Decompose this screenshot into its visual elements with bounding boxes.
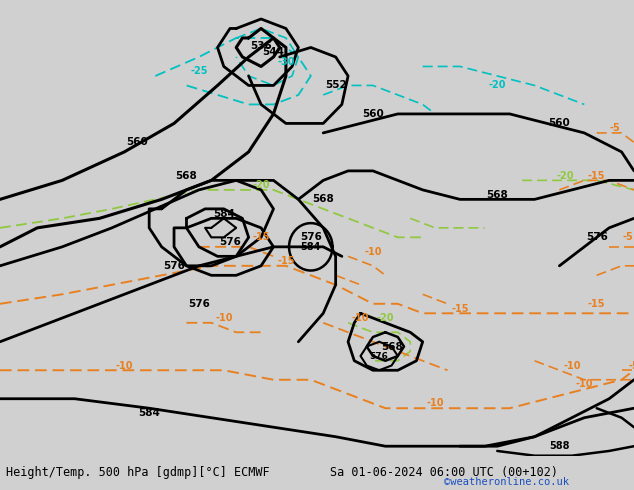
Text: -20: -20 bbox=[252, 180, 270, 190]
Text: -10: -10 bbox=[352, 313, 369, 323]
Text: 568: 568 bbox=[176, 171, 197, 181]
Text: 568: 568 bbox=[313, 195, 334, 204]
Text: 584: 584 bbox=[213, 209, 235, 219]
Text: -10: -10 bbox=[426, 398, 444, 409]
Text: 584: 584 bbox=[138, 408, 160, 418]
Text: 576: 576 bbox=[370, 351, 389, 361]
Text: -15: -15 bbox=[277, 256, 295, 266]
Text: -10: -10 bbox=[576, 379, 593, 390]
Text: -15: -15 bbox=[451, 303, 469, 314]
Text: 560: 560 bbox=[362, 109, 384, 119]
Text: Sa 01-06-2024 06:00 UTC (00+102): Sa 01-06-2024 06:00 UTC (00+102) bbox=[330, 466, 558, 479]
Text: 576: 576 bbox=[300, 232, 321, 243]
Text: -5: -5 bbox=[610, 123, 621, 133]
Text: 576: 576 bbox=[163, 261, 185, 271]
Text: -30: -30 bbox=[277, 57, 295, 67]
Text: 536: 536 bbox=[250, 41, 272, 50]
Text: -20: -20 bbox=[557, 171, 574, 181]
Text: -5: -5 bbox=[623, 232, 633, 243]
Text: -10: -10 bbox=[364, 246, 382, 257]
Text: -15: -15 bbox=[252, 232, 270, 243]
Text: 552: 552 bbox=[325, 80, 347, 91]
Text: -10: -10 bbox=[215, 313, 233, 323]
Text: -10: -10 bbox=[563, 361, 581, 370]
Text: 560: 560 bbox=[548, 119, 571, 128]
Text: -25: -25 bbox=[190, 66, 208, 76]
Text: 576: 576 bbox=[188, 299, 210, 309]
Text: 544: 544 bbox=[262, 47, 285, 57]
Text: -5: -5 bbox=[629, 361, 634, 370]
Text: ©weatheronline.co.uk: ©weatheronline.co.uk bbox=[444, 477, 569, 487]
Text: 576: 576 bbox=[586, 232, 607, 243]
Text: 576: 576 bbox=[219, 237, 241, 247]
Text: -20: -20 bbox=[377, 313, 394, 323]
Text: -20: -20 bbox=[489, 80, 506, 91]
Text: 560: 560 bbox=[126, 137, 148, 147]
Text: 568: 568 bbox=[380, 342, 403, 351]
Text: 584: 584 bbox=[301, 242, 321, 252]
Text: Height/Temp. 500 hPa [gdmp][°C] ECMWF: Height/Temp. 500 hPa [gdmp][°C] ECMWF bbox=[6, 466, 270, 479]
Text: -10: -10 bbox=[115, 361, 133, 370]
Text: 588: 588 bbox=[549, 441, 570, 451]
Text: 568: 568 bbox=[486, 190, 508, 199]
Text: -15: -15 bbox=[588, 299, 605, 309]
Text: -15: -15 bbox=[588, 171, 605, 181]
